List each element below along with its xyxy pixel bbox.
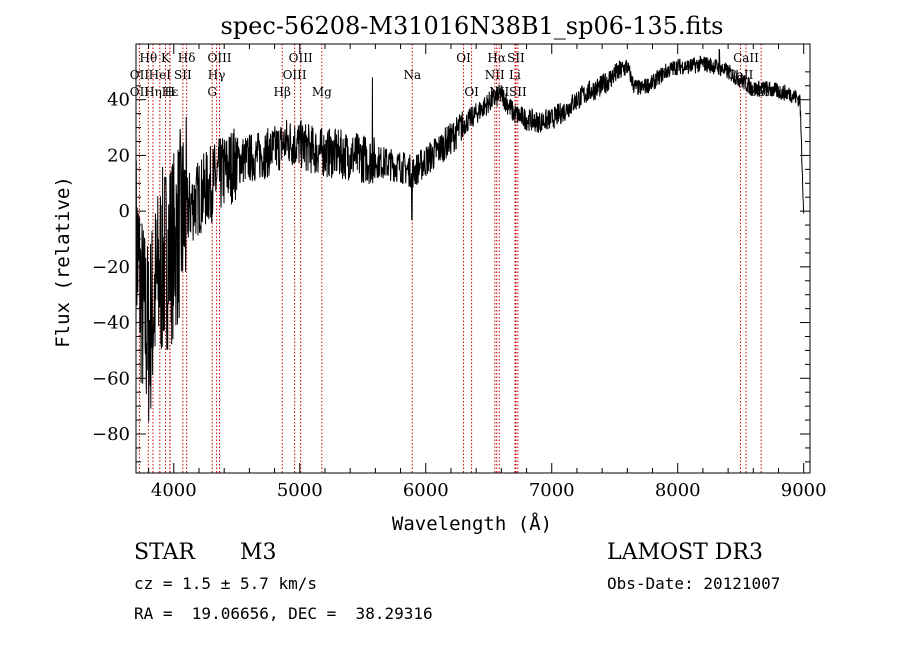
x-tick-label: 6000 (403, 480, 449, 501)
line-label: Hβ (274, 85, 291, 99)
line-label: H (165, 85, 175, 99)
line-label: K (161, 51, 171, 65)
x-tick-label: 4000 (151, 480, 197, 501)
x-axis: 4000 5000 6000 7000 8000 9000 (148, 44, 827, 501)
survey-name: LAMOST DR3 (607, 540, 763, 565)
line-label: CaII (733, 51, 759, 65)
line-label: OII (130, 85, 150, 99)
x-tick-label: 8000 (655, 480, 701, 501)
line-label: SII (174, 68, 192, 82)
line-label: OII (130, 68, 150, 82)
line-label: HeI (149, 68, 172, 82)
line-label: Li (509, 68, 521, 82)
line-label: CaII (748, 85, 774, 99)
line-label: OI (464, 85, 479, 99)
line-label: Hδ (178, 51, 196, 65)
x-tick-label: 7000 (529, 480, 575, 501)
coordinates: RA = 19.06656, DEC = 38.29316 (134, 604, 433, 623)
line-label: SII (509, 85, 527, 99)
x-tick-label: 9000 (781, 480, 827, 501)
line-label: OIII (207, 51, 231, 65)
line-label: Mg (312, 85, 332, 99)
y-tick-label: −80 (92, 424, 130, 445)
object-class: STAR (134, 540, 195, 565)
x-tick-label: 5000 (277, 480, 323, 501)
redshift-cz: cz = 1.5 ± 5.7 km/s (134, 574, 318, 593)
object-subclass: M3 (240, 540, 277, 565)
plot-frame (135, 43, 811, 474)
line-label: SII (507, 51, 525, 65)
spectrum-series (135, 49, 805, 422)
line-label: OIII (283, 68, 307, 82)
y-axis: −80 −60 −40 −20 0 20 40 (92, 71, 810, 463)
observation-date: Obs-Date: 20121007 (607, 574, 781, 593)
emission-line-markers (138, 44, 762, 473)
y-tick-label: 40 (107, 90, 130, 111)
y-tick-label: −60 (92, 368, 130, 389)
line-label: Hα (487, 51, 506, 65)
y-tick-label: −20 (92, 257, 130, 278)
line-label: Hθ (139, 51, 157, 65)
line-label: OIII (289, 51, 313, 65)
spectrum-line (135, 49, 805, 422)
line-label: NII (485, 68, 505, 82)
chart-title: spec-56208-M31016N38B1_sp06-135.fits (221, 12, 724, 40)
line-label: G (207, 85, 217, 99)
y-tick-label: −40 (92, 313, 130, 334)
x-axis-label: Wavelength (Å) (392, 512, 552, 535)
line-label: CaII (728, 68, 754, 82)
line-label: Hη (144, 85, 162, 99)
line-label: OI (456, 51, 471, 65)
line-label: NII (489, 85, 509, 99)
y-axis-label: Flux (relative) (52, 176, 74, 348)
line-label: Na (403, 68, 421, 82)
line-label: Hγ (208, 68, 226, 82)
y-tick-label: 0 (119, 201, 130, 222)
line-label: Hε (162, 85, 179, 99)
y-tick-label: 20 (107, 145, 130, 166)
